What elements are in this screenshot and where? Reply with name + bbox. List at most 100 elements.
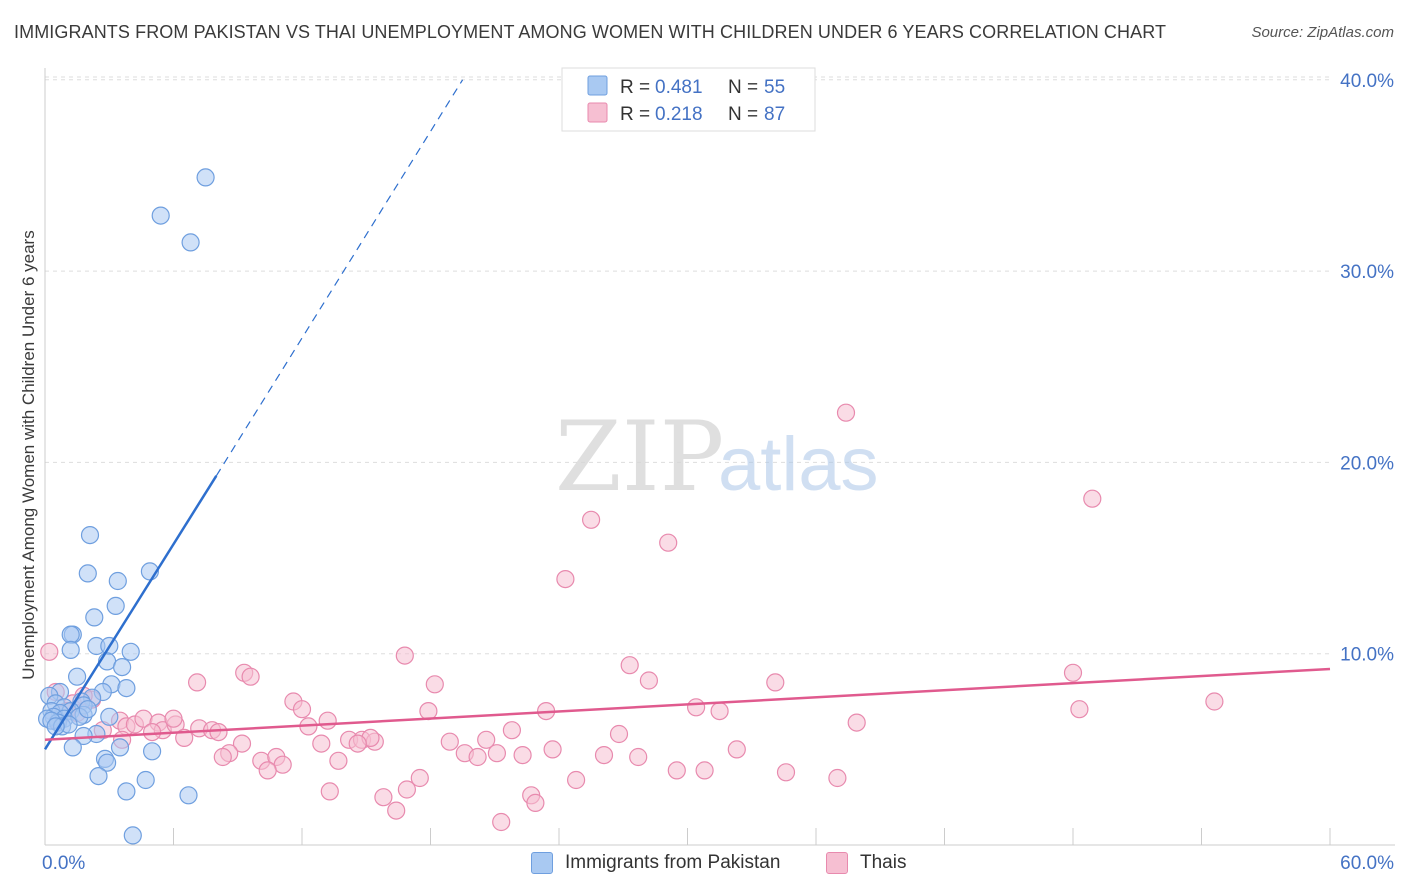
data-point-pakistan xyxy=(106,596,125,616)
legend-r-label: R = xyxy=(620,77,650,98)
data-point-thais xyxy=(639,671,659,690)
data-point-thais xyxy=(1083,489,1102,508)
data-point-thais xyxy=(828,768,847,788)
data-point-thais xyxy=(395,646,414,665)
y-tick-label: 20.0% xyxy=(1340,453,1394,474)
data-point-thais xyxy=(594,745,614,765)
x-tick-label-max: 60.0% xyxy=(1340,853,1394,874)
data-point-pakistan xyxy=(196,168,215,187)
data-point-thais xyxy=(620,656,639,675)
data-point-thais xyxy=(468,747,487,767)
data-point-thais xyxy=(440,732,459,751)
data-point-pakistan xyxy=(100,707,119,726)
legend-label-thais: Thais xyxy=(860,852,907,873)
y-tick-label: 40.0% xyxy=(1340,71,1394,92)
data-point-thais xyxy=(397,780,416,799)
data-point-thais xyxy=(659,533,678,552)
data-point-thais xyxy=(329,751,348,770)
data-point-thais xyxy=(766,673,785,692)
data-point-thais xyxy=(526,793,545,813)
data-point-thais xyxy=(609,724,629,744)
legend-n-value: 87 xyxy=(764,104,785,125)
data-point-thais xyxy=(695,761,714,780)
data-point-pakistan xyxy=(85,608,104,627)
data-point-thais xyxy=(348,734,367,753)
legend-n-value: 55 xyxy=(764,77,785,98)
data-point-pakistan xyxy=(117,678,136,698)
legend-correlation: R = 0.481 N = 55 R = 0.218 N = 87 xyxy=(561,67,816,132)
data-point-thais xyxy=(410,768,429,788)
data-point-thais xyxy=(727,740,746,759)
tick-labels: 10.0% 20.0% 30.0% 40.0% 0.0% 60.0% xyxy=(42,71,1394,874)
data-point-thais xyxy=(566,770,586,790)
data-point-pakistan xyxy=(121,642,140,661)
data-point-thais xyxy=(258,761,277,780)
data-point-thais xyxy=(556,569,575,589)
legend-swatch-blue xyxy=(531,852,553,874)
data-point-pakistan xyxy=(108,571,127,591)
data-point-pakistan xyxy=(46,717,65,736)
trend-line-thais xyxy=(44,667,1331,742)
legend-swatch-pink xyxy=(826,852,848,874)
data-point-thais xyxy=(492,812,511,832)
data-point-thais xyxy=(318,711,337,730)
data-point-thais xyxy=(1070,700,1089,719)
data-point-thais xyxy=(419,701,438,721)
series-pakistan-points xyxy=(37,168,215,845)
data-point-pakistan xyxy=(61,625,80,644)
trend-lines xyxy=(43,79,1331,751)
data-point-thais xyxy=(209,722,228,742)
data-point-thais xyxy=(40,642,59,661)
data-point-pakistan xyxy=(63,738,82,757)
data-point-thais xyxy=(1205,692,1224,711)
data-point-thais xyxy=(686,698,706,717)
y-tick-label: 30.0% xyxy=(1340,262,1394,283)
data-point-thais xyxy=(213,747,232,767)
legend-n-label: N = xyxy=(728,104,758,125)
data-point-thais xyxy=(513,745,532,765)
data-point-pakistan xyxy=(179,786,198,805)
chart-title: IMMIGRANTS FROM PAKISTAN VS THAI UNEMPLO… xyxy=(14,22,1167,42)
legend-r-value: 0.218 xyxy=(655,104,703,125)
data-point-thais xyxy=(477,730,496,749)
data-point-thais xyxy=(241,667,260,686)
legend-series: Immigrants from Pakistan Thais xyxy=(0,852,1406,878)
legend-n-label: N = xyxy=(728,77,758,98)
data-point-pakistan xyxy=(89,766,108,786)
data-point-thais xyxy=(374,788,393,807)
data-point-pakistan xyxy=(78,700,97,719)
legend-r-label: R = xyxy=(620,104,650,125)
data-point-thais xyxy=(188,673,207,692)
data-point-pakistan xyxy=(123,826,142,845)
data-point-thais xyxy=(425,675,444,694)
data-point-thais xyxy=(232,734,252,753)
data-point-pakistan xyxy=(181,233,200,252)
data-point-thais xyxy=(387,801,406,820)
data-point-thais xyxy=(543,740,562,759)
data-point-pakistan xyxy=(78,564,97,583)
data-point-thais xyxy=(164,709,183,728)
data-point-thais xyxy=(143,722,162,742)
data-point-thais xyxy=(175,728,194,748)
trend-line-pakistan xyxy=(43,475,218,751)
data-point-pakistan xyxy=(67,667,87,686)
data-point-pakistan xyxy=(61,640,80,660)
data-point-pakistan xyxy=(117,782,136,801)
data-point-thais xyxy=(847,713,866,732)
data-point-thais xyxy=(1063,663,1083,682)
data-point-thais xyxy=(629,747,648,767)
legend-item-pakistan: Immigrants from Pakistan xyxy=(531,852,780,874)
data-point-pakistan xyxy=(151,206,170,225)
legend-r-value: 0.481 xyxy=(655,77,703,98)
data-point-pakistan xyxy=(112,657,132,677)
data-point-thais xyxy=(312,734,331,753)
data-point-pakistan xyxy=(110,738,130,757)
data-point-thais xyxy=(667,761,686,780)
data-point-thais xyxy=(292,700,312,719)
legend-swatch-pink xyxy=(587,102,608,123)
x-tick-label-min: 0.0% xyxy=(42,853,85,874)
trend-line-pakistan-projection xyxy=(215,79,464,477)
y-axis-label: Unemployment Among Women with Children U… xyxy=(19,230,38,680)
data-point-pakistan xyxy=(136,770,155,790)
